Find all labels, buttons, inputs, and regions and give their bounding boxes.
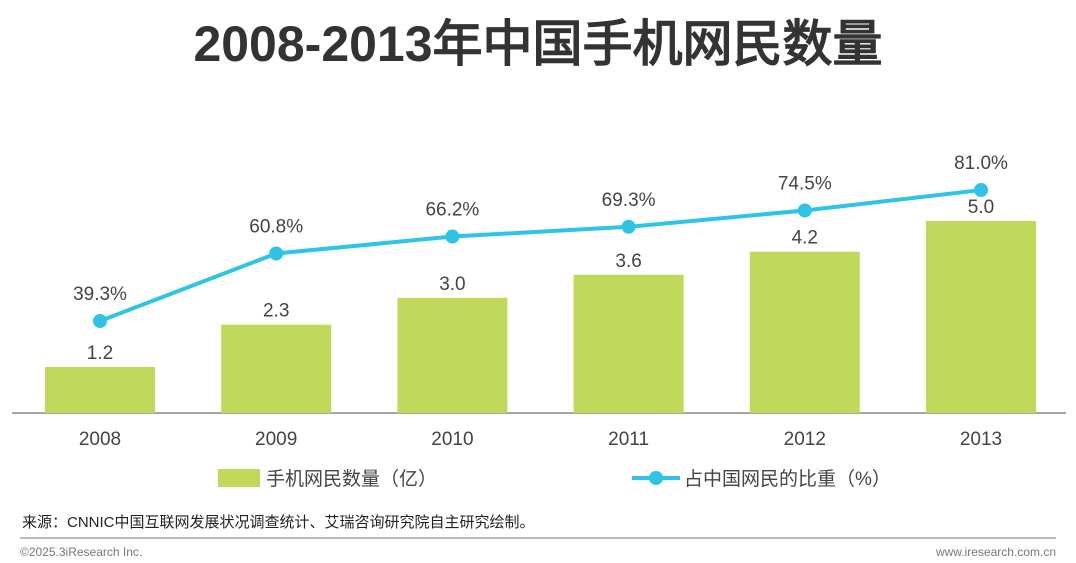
bar-2008 <box>45 366 155 413</box>
bar-label-2011: 3.6 <box>615 251 641 272</box>
chart-plot: 1.2 2008 2.3 2009 3.0 2010 3.6 2011 4.2 2012 5.0 20… <box>12 153 1066 450</box>
bar-2010 <box>397 297 508 413</box>
legend-bar-label: 手机网民数量（亿） <box>266 469 438 490</box>
website: www.iresearch.com.cn <box>935 545 1056 559</box>
source-note: 来源：CNNIC中国互联网发展状况调查统计、艾瑞咨询研究院自主研究绘制。 <box>22 514 535 531</box>
copyright: ©2025.3iResearch Inc. <box>20 545 143 559</box>
bar-label-2009: 2.3 <box>263 301 289 322</box>
bar-label-2012: 4.2 <box>792 228 818 249</box>
bar-label-2008: 1.2 <box>87 343 113 364</box>
legend-bar-swatch <box>218 468 260 487</box>
legend-bar: 手机网民数量（亿） <box>218 464 437 491</box>
legend-line-marker <box>632 470 680 485</box>
chart-title: 2008-2013年中国手机网民数量 <box>193 16 883 72</box>
x-tick-2009: 2009 <box>255 429 297 450</box>
line-label-2013: 81.0% <box>954 153 1008 174</box>
x-tick-2010: 2010 <box>431 429 473 450</box>
line-point-2009 <box>269 246 284 261</box>
line-label-2009: 60.8% <box>249 216 303 237</box>
bar-label-2013: 5.0 <box>968 197 994 218</box>
line-label-2012: 74.5% <box>778 173 832 194</box>
bar-label-2010: 3.0 <box>439 274 465 295</box>
line-point-2010 <box>445 229 460 244</box>
line-point-2008 <box>93 314 107 328</box>
x-tick-2011: 2011 <box>608 429 649 450</box>
legend-line: 占中国网民的比重（%） <box>632 464 891 491</box>
line-point-2011 <box>621 219 636 234</box>
line-point-2013 <box>974 183 988 198</box>
bar-2012 <box>749 251 860 413</box>
line-label-2008: 39.3% <box>73 284 127 305</box>
line-label-2010: 66.2% <box>425 200 479 221</box>
x-tick-2013: 2013 <box>960 429 1002 450</box>
bar-2011 <box>573 274 684 413</box>
legend-line-label: 占中国网民的比重（%） <box>684 469 891 490</box>
bar-2013 <box>926 221 1036 413</box>
x-tick-2012: 2012 <box>784 429 826 450</box>
divider <box>20 537 1056 539</box>
line-point-2012 <box>797 203 812 218</box>
line-label-2011: 69.3% <box>602 190 656 211</box>
bar-2009 <box>221 324 332 413</box>
line-series <box>99 188 982 323</box>
x-tick-2008: 2008 <box>79 429 121 450</box>
